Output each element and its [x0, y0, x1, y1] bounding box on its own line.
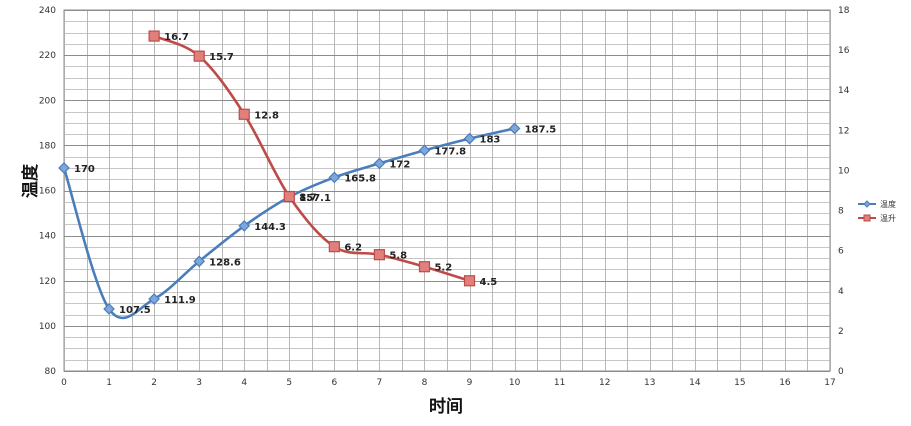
data-label: 157.1: [299, 193, 331, 204]
data-point: [328, 171, 341, 184]
data-point: [148, 30, 160, 42]
data-point: [508, 122, 521, 135]
y2-tick-label: 4: [838, 287, 844, 297]
y2-tick-label: 18: [838, 6, 850, 16]
x-tick-label: 17: [824, 378, 835, 388]
data-point: [193, 255, 206, 268]
y2-tick-label: 12: [838, 126, 849, 136]
series-line: [153, 34, 470, 282]
data-label: 177.8: [434, 146, 466, 157]
x-tick-label: 11: [554, 378, 565, 388]
data-label: 8.7: [299, 193, 317, 204]
data-label: 172: [389, 159, 410, 170]
y-tick-label: 180: [39, 141, 56, 151]
data-label: 15.7: [209, 52, 234, 63]
data-label: 6.2: [344, 243, 362, 254]
x-tick-label: 8: [422, 378, 428, 388]
x-axis-title: 时间: [429, 396, 463, 417]
plot-area: [63, 9, 831, 372]
y2-tick-label: 8: [838, 207, 844, 217]
x-tick-label: 2: [151, 378, 157, 388]
data-label: 165.8: [344, 173, 376, 184]
y2-tick-label: 16: [838, 46, 850, 56]
x-tick-label: 1: [106, 378, 112, 388]
data-label: 111.9: [164, 295, 196, 306]
legend-label: 温度: [880, 199, 896, 209]
x-tick-label: 0: [61, 378, 67, 388]
y-axis-title: 温度: [20, 163, 41, 198]
legend-item-2: 温升: [858, 214, 896, 223]
data-label: 16.7: [164, 32, 189, 43]
legend-swatch-marker: [863, 200, 871, 208]
x-tick-label: 6: [331, 378, 337, 388]
data-point: [193, 50, 205, 62]
y-tick-label: 140: [39, 232, 56, 242]
data-point: [238, 108, 250, 120]
data-label: 5.2: [434, 263, 452, 274]
y-tick-label: 200: [39, 96, 56, 106]
data-point: [58, 162, 70, 174]
data-label: 144.3: [254, 222, 286, 233]
series-2: [148, 30, 476, 287]
y-tick-label: 120: [39, 277, 56, 287]
x-tick-label: 5: [286, 378, 292, 388]
x-tick-label: 16: [779, 378, 791, 388]
data-label: 4.5: [480, 277, 498, 288]
x-tick-label: 7: [377, 378, 383, 388]
x-tick-label: 12: [599, 378, 610, 388]
grid: [63, 9, 831, 372]
series-line: [62, 127, 515, 320]
axes: 8010012014016018020022024002468101214161…: [39, 6, 850, 388]
legend-swatch-marker: [863, 214, 871, 222]
x-tick-label: 4: [241, 378, 247, 388]
data-point: [148, 293, 160, 305]
data-point: [283, 190, 295, 203]
x-tick-label: 14: [689, 378, 701, 388]
data-point: [328, 241, 340, 253]
y2-tick-label: 10: [838, 166, 850, 176]
data-label: 107.5: [119, 305, 151, 316]
data-point: [373, 249, 386, 261]
data-point: [463, 132, 476, 145]
x-tick-label: 9: [467, 378, 473, 388]
y2-tick-label: 0: [838, 367, 844, 377]
y2-tick-label: 6: [838, 247, 844, 257]
data-point: [103, 303, 115, 315]
data-labels: 170 107.5 111.9 128.6 144.3 157.1 165.8 172 177.…: [74, 32, 556, 316]
data-label: 12.8: [254, 110, 279, 121]
data-label: 187.5: [525, 124, 557, 135]
x-tick-label: 13: [644, 378, 655, 388]
data-point: [373, 157, 386, 170]
y-tick-label: 220: [39, 51, 56, 61]
data-point: [418, 261, 431, 273]
y2-tick-label: 2: [838, 327, 844, 337]
series-layer: [58, 30, 521, 320]
data-label: 170: [74, 164, 95, 175]
y-tick-label: 80: [45, 367, 57, 377]
y-tick-label: 240: [39, 6, 56, 16]
data-point: [418, 144, 431, 157]
y2-tick-label: 14: [838, 86, 850, 96]
x-tick-label: 15: [734, 378, 745, 388]
data-label: 128.6: [209, 257, 241, 268]
legend-label: 温升: [880, 214, 896, 223]
x-tick-label: 3: [196, 378, 202, 388]
legend-item-1: 温度: [858, 199, 896, 209]
x-tick-label: 10: [509, 378, 521, 388]
data-point: [463, 275, 476, 287]
series-1: [58, 122, 521, 320]
y-tick-label: 100: [39, 322, 56, 332]
data-point: [238, 220, 251, 232]
data-label: 183: [480, 135, 501, 146]
y-tick-label: 160: [39, 187, 56, 197]
data-label: 5.8: [389, 251, 407, 262]
